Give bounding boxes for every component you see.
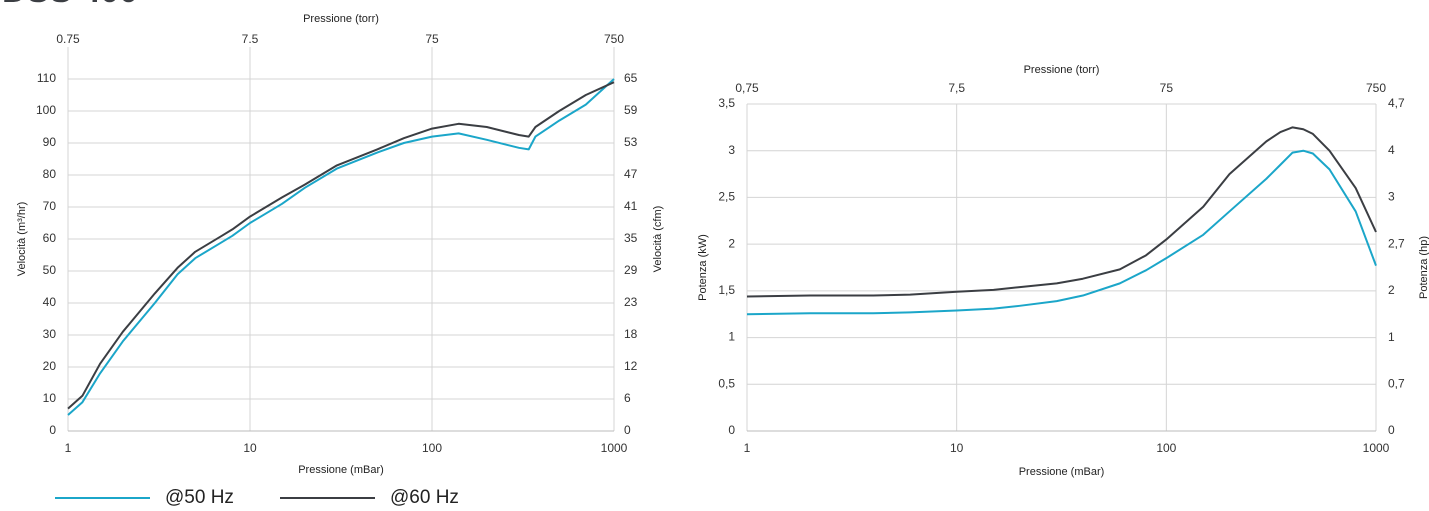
y-tick-label: 0 bbox=[728, 423, 735, 437]
y2-tick-label: 23 bbox=[624, 295, 638, 309]
y-tick-label: 1 bbox=[728, 330, 735, 344]
y2-tick-label: 2 bbox=[1388, 283, 1395, 297]
y-tick-label: 10 bbox=[43, 391, 57, 405]
x2-tick-label: 750 bbox=[604, 32, 624, 46]
y-tick-label: 0 bbox=[49, 423, 56, 437]
y2-tick-label: 6 bbox=[624, 391, 631, 405]
x-axis-title: Pressione (mBar) bbox=[298, 464, 384, 476]
x-tick-label: 10 bbox=[950, 441, 964, 455]
x2-axis-title: Pressione (torr) bbox=[1024, 64, 1100, 76]
y2-tick-label: 3 bbox=[1388, 190, 1395, 204]
x-tick-label: 10 bbox=[243, 441, 257, 455]
y2-tick-label: 2,7 bbox=[1388, 236, 1405, 250]
x-tick-label: 100 bbox=[422, 441, 442, 455]
page-title: DSS 400 bbox=[2, 0, 138, 10]
y-axis-title: Potenza (kW) bbox=[697, 234, 709, 301]
y2-tick-label: 0 bbox=[624, 423, 631, 437]
series-line bbox=[67, 81, 615, 410]
y2-tick-label: 35 bbox=[624, 231, 638, 245]
y2-axis-title: Velocità (cfm) bbox=[652, 206, 664, 273]
x-tick-label: 1 bbox=[744, 441, 751, 455]
y-tick-label: 2 bbox=[728, 236, 735, 250]
x-axis-title: Pressione (mBar) bbox=[1019, 466, 1105, 478]
y-tick-label: 110 bbox=[37, 71, 56, 85]
y2-tick-label: 59 bbox=[624, 103, 638, 117]
y-tick-label: 2,5 bbox=[718, 190, 735, 204]
series-line bbox=[746, 126, 1377, 298]
y2-tick-label: 29 bbox=[624, 263, 638, 277]
x-tick-label: 1000 bbox=[1363, 441, 1390, 455]
x2-axis-title: Pressione (torr) bbox=[303, 13, 379, 25]
y-axis-title: Velocità (m³/hr) bbox=[16, 202, 28, 277]
y2-tick-label: 41 bbox=[624, 199, 638, 213]
y-tick-label: 60 bbox=[43, 231, 57, 245]
y-tick-label: 30 bbox=[43, 327, 57, 341]
y2-tick-label: 4 bbox=[1388, 143, 1395, 157]
y-tick-label: 40 bbox=[43, 295, 57, 309]
y2-tick-label: 18 bbox=[624, 327, 638, 341]
y2-tick-label: 0,7 bbox=[1388, 376, 1405, 390]
x-tick-label: 1 bbox=[65, 441, 72, 455]
y-tick-label: 50 bbox=[43, 263, 57, 277]
y-tick-label: 90 bbox=[43, 135, 57, 149]
y2-tick-label: 0 bbox=[1388, 423, 1395, 437]
y-tick-label: 0,5 bbox=[718, 376, 735, 390]
x2-tick-label: 0.75 bbox=[56, 32, 80, 46]
y2-tick-label: 4,7 bbox=[1388, 96, 1405, 110]
y-tick-label: 100 bbox=[36, 103, 56, 117]
y2-tick-label: 47 bbox=[624, 167, 638, 181]
x2-tick-label: 7,5 bbox=[948, 81, 965, 95]
y2-tick-label: 53 bbox=[624, 135, 638, 149]
legend-label: @50 Hz bbox=[165, 487, 234, 508]
y2-tick-label: 1 bbox=[1388, 330, 1395, 344]
y2-tick-label: 12 bbox=[624, 359, 638, 373]
y2-tick-label: 65 bbox=[624, 71, 638, 85]
x2-tick-label: 750 bbox=[1366, 81, 1386, 95]
x2-tick-label: 75 bbox=[1160, 81, 1174, 95]
y-tick-label: 80 bbox=[43, 167, 57, 181]
legend-label: @60 Hz bbox=[390, 487, 459, 508]
series-line bbox=[67, 78, 615, 416]
y-tick-label: 1,5 bbox=[718, 283, 735, 297]
x2-tick-label: 7.5 bbox=[242, 32, 259, 46]
y-tick-label: 70 bbox=[43, 199, 57, 213]
series-line bbox=[746, 149, 1377, 316]
y-tick-label: 20 bbox=[43, 359, 57, 373]
x-tick-label: 100 bbox=[1156, 441, 1176, 455]
x2-tick-label: 75 bbox=[425, 32, 439, 46]
x-tick-label: 1000 bbox=[601, 441, 628, 455]
x2-tick-label: 0,75 bbox=[735, 81, 759, 95]
y-tick-label: 3 bbox=[728, 143, 735, 157]
y-tick-label: 3,5 bbox=[718, 96, 735, 110]
y2-axis-title: Potenza (hp) bbox=[1418, 236, 1429, 299]
